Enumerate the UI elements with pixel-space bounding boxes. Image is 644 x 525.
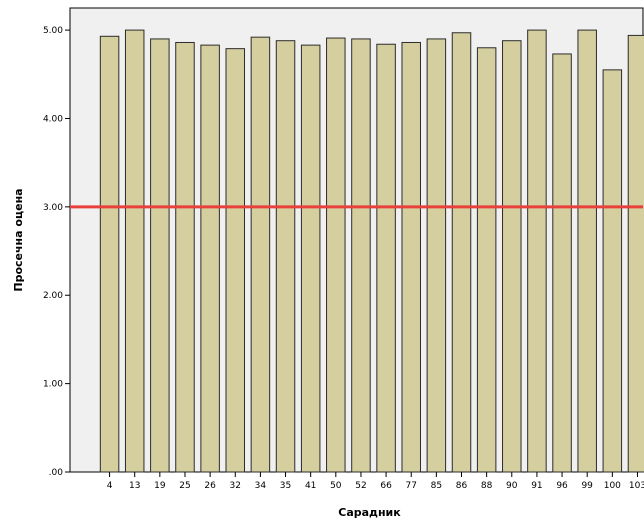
x-tick-label: 41 — [305, 481, 316, 491]
x-tick-label: 96 — [556, 481, 568, 491]
x-tick-label: 13 — [129, 481, 140, 491]
bar-50 — [326, 37, 346, 473]
bar-86 — [451, 32, 472, 473]
y-tick-label: 4.00 — [43, 114, 63, 124]
bar-13 — [124, 29, 145, 473]
bar-103 — [627, 34, 644, 473]
y-tick-label: 1.00 — [43, 380, 63, 390]
bars-group — [99, 29, 644, 473]
y-tick-label: .00 — [49, 468, 64, 478]
x-tick-label: 90 — [506, 481, 518, 491]
bar-99 — [577, 29, 597, 473]
bar-85 — [426, 38, 447, 473]
y-tick-label: 2.00 — [43, 291, 63, 301]
bar-91 — [527, 29, 547, 473]
bar-26 — [200, 44, 220, 473]
bar-32 — [225, 48, 246, 473]
bar-88 — [476, 47, 497, 473]
x-tick-label: 103 — [629, 481, 644, 491]
x-tick-label: 88 — [481, 481, 493, 491]
x-tick-label: 50 — [330, 481, 342, 491]
bar-90 — [502, 40, 522, 473]
y-tick-label: 3.00 — [43, 203, 63, 213]
x-tick-label: 66 — [380, 481, 392, 491]
x-tick-label: 35 — [280, 481, 291, 491]
x-axis: 4 13 19 25 26 32 34 35 41 50 52 66 77 85 86 88 90 91 96 99 1… — [107, 472, 644, 491]
bar-19 — [150, 38, 170, 473]
x-tick-label: 26 — [204, 481, 216, 491]
x-tick-label: 86 — [456, 481, 468, 491]
x-tick-label: 25 — [179, 481, 190, 491]
y-axis-title: Просечна оцена — [12, 188, 25, 291]
x-tick-label: 85 — [431, 481, 442, 491]
x-tick-label: 100 — [604, 481, 621, 491]
x-tick-label: 91 — [531, 481, 542, 491]
y-axis: .00 1.00 2.00 3.00 4.00 5.00 — [43, 26, 70, 478]
bar-4 — [99, 35, 120, 473]
bar-41 — [300, 44, 321, 473]
y-tick-label: 5.00 — [43, 26, 63, 36]
x-axis-title: Сарадник — [338, 506, 401, 519]
x-tick-label: 32 — [230, 481, 241, 491]
bar-34 — [250, 36, 271, 473]
bar-25 — [175, 41, 195, 473]
bar-35 — [275, 40, 296, 473]
x-tick-label: 52 — [355, 481, 366, 491]
x-tick-label: 19 — [154, 481, 166, 491]
x-tick-label: 4 — [107, 481, 113, 491]
bar-66 — [376, 43, 396, 473]
x-tick-label: 34 — [255, 481, 267, 491]
bar-77 — [401, 41, 421, 473]
bar-96 — [552, 53, 572, 473]
bar-52 — [351, 38, 371, 473]
x-tick-label: 77 — [405, 481, 416, 491]
bar-100 — [602, 69, 623, 473]
x-tick-label: 99 — [581, 481, 593, 491]
